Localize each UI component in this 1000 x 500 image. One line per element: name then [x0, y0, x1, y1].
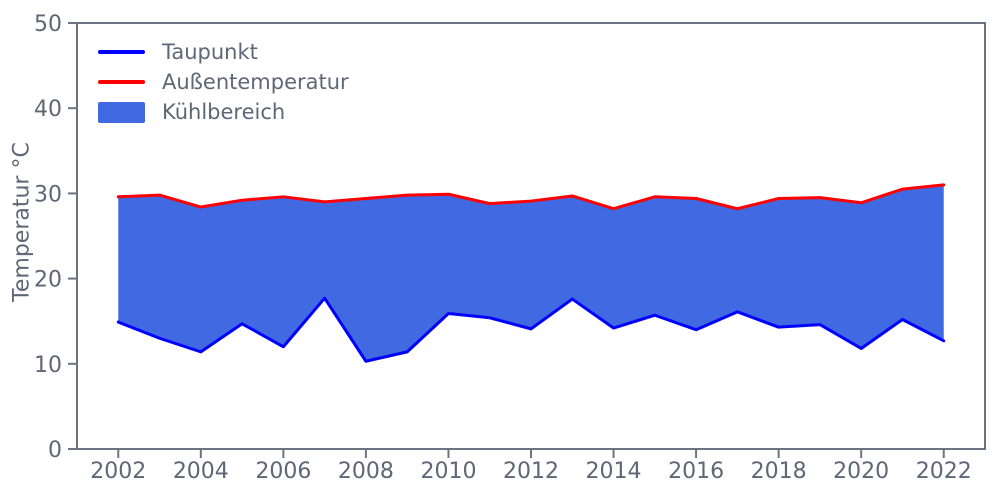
y-tick-label: 0	[48, 438, 62, 463]
legend-label-aussentemperatur: Außentemperatur	[162, 70, 349, 94]
legend-label-kuehlbereich: Kühlbereich	[162, 100, 286, 124]
x-tick-label: 2002	[90, 459, 146, 484]
axes-border	[76, 22, 986, 450]
x-tick-label: 2014	[586, 459, 642, 484]
y-tick-label: 40	[34, 97, 62, 122]
x-tick-label: 2012	[503, 459, 559, 484]
line-aussentemperatur	[116, 183, 946, 211]
area-fill-kuehlbereich	[118, 184, 944, 362]
legend-item-aussentemperatur: Außentemperatur	[98, 67, 349, 97]
legend-label-taupunkt: Taupunkt	[162, 40, 258, 64]
y-tick-label: 20	[34, 268, 62, 293]
y-axis-label: Temperatur °C	[9, 142, 35, 302]
x-tick-label: 2018	[751, 459, 807, 484]
legend: Taupunkt Außentemperatur Kühlbereich	[98, 37, 349, 127]
x-tick-label: 2004	[173, 459, 229, 484]
x-tick-label: 2008	[338, 459, 394, 484]
legend-line-swatch-taupunkt	[98, 50, 145, 54]
y-tick-label: 50	[34, 12, 62, 37]
legend-fill-swatch-kuehlbereich	[98, 101, 145, 123]
x-tick-label: 2020	[833, 459, 889, 484]
y-tick-label: 10	[34, 353, 62, 378]
y-tick-label: 30	[34, 182, 62, 207]
line-taupunkt	[116, 296, 946, 363]
x-tick-label: 2006	[255, 459, 311, 484]
legend-item-kuehlbereich: Kühlbereich	[98, 97, 349, 127]
x-tick-label: 2016	[668, 459, 724, 484]
x-tick-label: 2010	[420, 459, 476, 484]
legend-line-swatch-aussentemperatur	[98, 80, 145, 84]
legend-item-taupunkt: Taupunkt	[98, 37, 349, 67]
x-tick-label: 2022	[916, 459, 972, 484]
